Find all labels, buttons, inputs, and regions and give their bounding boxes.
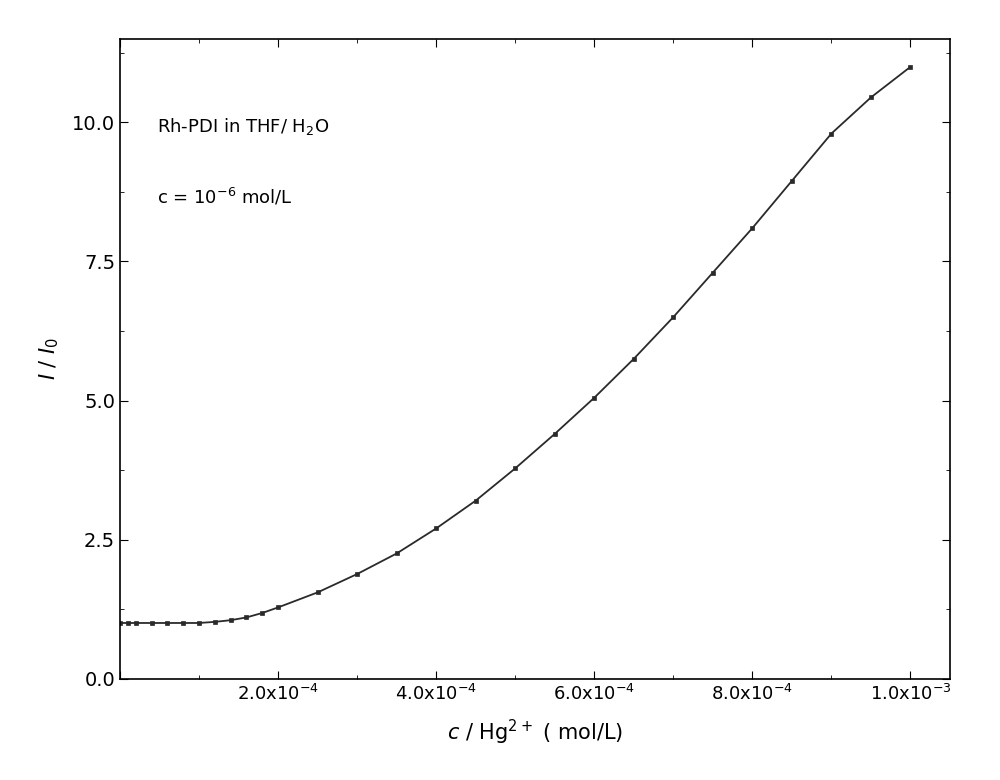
Y-axis label: $I\ /\ I_0$: $I\ /\ I_0$ [37, 337, 61, 381]
X-axis label: $c$ / Hg$^{2+}$ ( mol/L): $c$ / Hg$^{2+}$ ( mol/L) [447, 718, 623, 746]
Text: Rh-PDI in THF/ H$_2$O: Rh-PDI in THF/ H$_2$O [157, 115, 330, 136]
Text: c = 10$^{-6}$ mol/L: c = 10$^{-6}$ mol/L [157, 186, 293, 207]
